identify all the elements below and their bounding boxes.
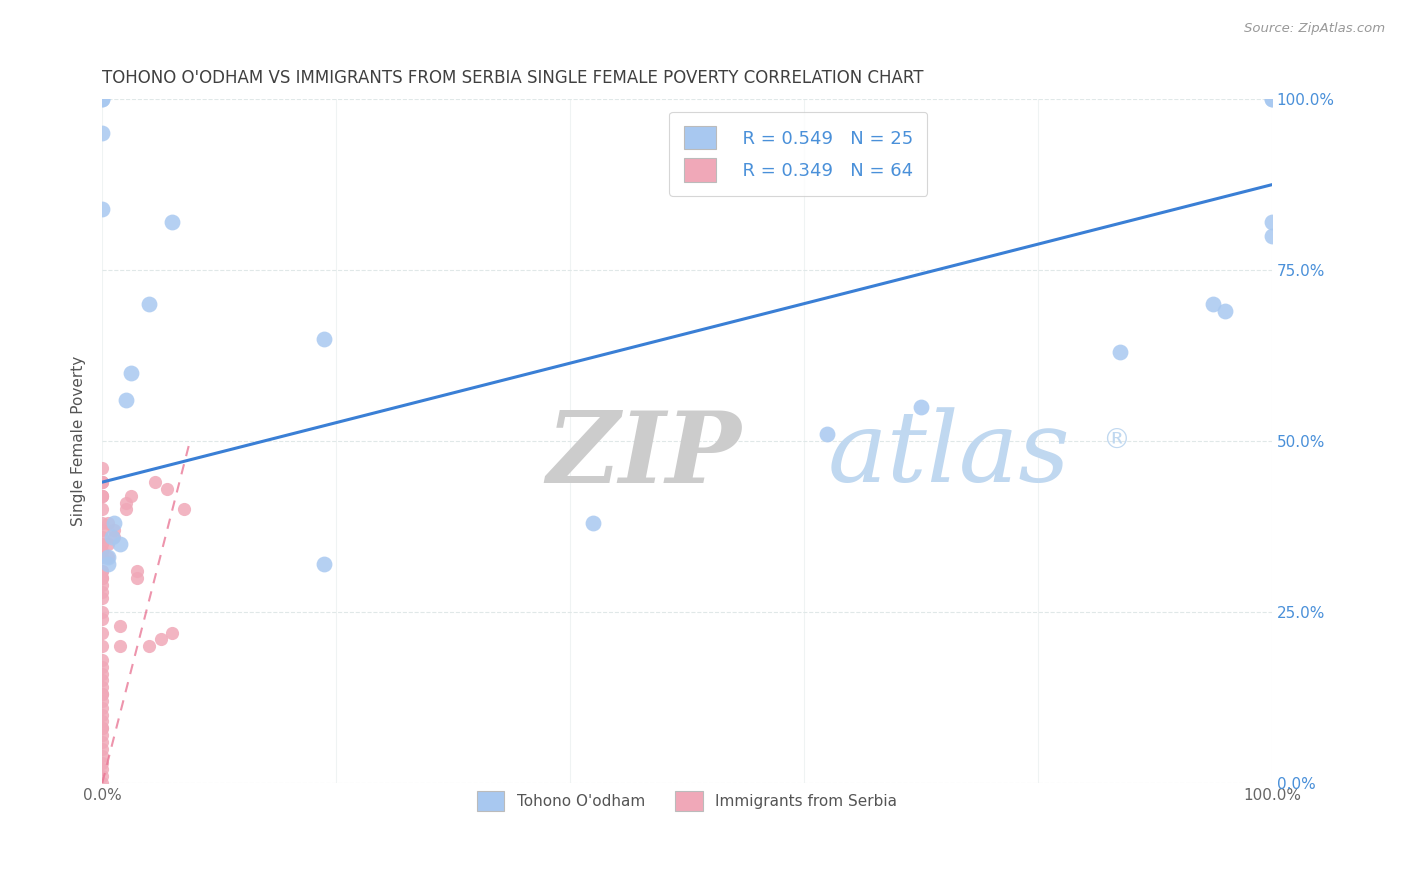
Legend: Tohono O'odham, Immigrants from Serbia: Tohono O'odham, Immigrants from Serbia xyxy=(465,780,910,823)
Point xyxy=(120,366,142,380)
Point xyxy=(91,543,114,558)
Point xyxy=(91,489,114,503)
Point xyxy=(155,482,177,496)
Point xyxy=(91,516,114,531)
Point xyxy=(91,748,114,763)
Point xyxy=(91,605,114,619)
Point xyxy=(91,461,114,475)
Point xyxy=(91,502,114,516)
Point xyxy=(1261,92,1284,106)
Point xyxy=(100,530,122,544)
Point xyxy=(91,475,114,490)
Point xyxy=(91,666,114,681)
Point xyxy=(91,489,114,503)
Point xyxy=(91,612,114,626)
Point xyxy=(1108,345,1130,359)
Point xyxy=(91,564,114,578)
Point xyxy=(91,673,114,688)
Point xyxy=(91,550,114,565)
Point xyxy=(108,619,131,633)
Point xyxy=(91,701,114,715)
Point xyxy=(97,558,120,572)
Point xyxy=(114,496,136,510)
Point xyxy=(97,550,120,565)
Point xyxy=(91,571,114,585)
Point xyxy=(91,776,114,790)
Point xyxy=(91,694,114,708)
Point xyxy=(91,92,114,106)
Point xyxy=(91,714,114,729)
Point xyxy=(91,763,114,777)
Point xyxy=(114,502,136,516)
Point xyxy=(314,558,336,572)
Point xyxy=(91,475,114,490)
Point xyxy=(91,489,114,503)
Text: ®: ® xyxy=(1102,427,1130,455)
Point xyxy=(91,584,114,599)
Point xyxy=(91,127,114,141)
Point xyxy=(1202,297,1225,311)
Point xyxy=(91,722,114,736)
Text: TOHONO O'ODHAM VS IMMIGRANTS FROM SERBIA SINGLE FEMALE POVERTY CORRELATION CHART: TOHONO O'ODHAM VS IMMIGRANTS FROM SERBIA… xyxy=(103,69,924,87)
Point xyxy=(143,475,166,490)
Point xyxy=(910,400,932,414)
Point xyxy=(91,742,114,756)
Y-axis label: Single Female Poverty: Single Female Poverty xyxy=(72,356,86,526)
Point xyxy=(91,591,114,606)
Point xyxy=(1261,92,1284,106)
Point xyxy=(1213,304,1236,318)
Point xyxy=(103,523,125,537)
Point xyxy=(91,530,114,544)
Text: ZIP: ZIP xyxy=(547,407,742,503)
Point xyxy=(162,215,184,229)
Point xyxy=(97,516,120,531)
Point xyxy=(815,427,838,442)
Point xyxy=(91,707,114,722)
Point xyxy=(91,735,114,749)
Point xyxy=(91,728,114,742)
Point xyxy=(91,769,114,783)
Text: Source: ZipAtlas.com: Source: ZipAtlas.com xyxy=(1244,22,1385,36)
Point xyxy=(1261,229,1284,244)
Point xyxy=(173,502,195,516)
Point xyxy=(97,537,120,551)
Point xyxy=(314,332,336,346)
Point xyxy=(103,530,125,544)
Point xyxy=(91,202,114,216)
Point xyxy=(108,537,131,551)
Point xyxy=(91,92,114,106)
Point xyxy=(162,625,184,640)
Point xyxy=(120,489,142,503)
Point xyxy=(91,660,114,674)
Point xyxy=(91,475,114,490)
Point xyxy=(103,516,125,531)
Point xyxy=(91,578,114,592)
Point xyxy=(108,640,131,654)
Point xyxy=(97,550,120,565)
Text: atlas: atlas xyxy=(827,407,1070,502)
Point xyxy=(114,393,136,408)
Point xyxy=(91,537,114,551)
Point xyxy=(127,571,149,585)
Point xyxy=(91,756,114,770)
Point xyxy=(138,297,160,311)
Point xyxy=(91,687,114,701)
Point xyxy=(1261,215,1284,229)
Point xyxy=(91,640,114,654)
Point xyxy=(91,653,114,667)
Point xyxy=(91,564,114,578)
Point xyxy=(149,632,172,647)
Point xyxy=(91,681,114,695)
Point xyxy=(91,571,114,585)
Point xyxy=(91,687,114,701)
Point xyxy=(91,722,114,736)
Point xyxy=(582,516,605,531)
Point xyxy=(91,625,114,640)
Point xyxy=(127,564,149,578)
Point xyxy=(138,640,160,654)
Point xyxy=(91,523,114,537)
